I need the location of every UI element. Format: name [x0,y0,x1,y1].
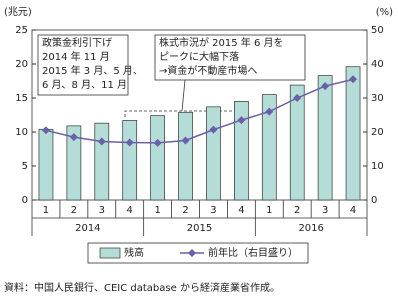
x-tick-label: 3 [99,205,105,216]
line-marker [293,94,302,102]
line-marker [349,75,358,84]
line-marker [265,107,274,116]
annotation-text: ピークに大幅下落 [159,50,239,63]
y2-tick-label: 20 [371,127,384,138]
line-marker [181,136,190,145]
line-marker [41,126,50,135]
legend-label: 前年比（右目盛り） [208,246,298,259]
legend-label: 残高 [124,246,144,259]
annotation-text: 政策金利引下げ [42,36,112,49]
bar [345,66,361,201]
y-tick-label: 25 [15,25,28,36]
bracket [124,110,241,117]
annotation-box [37,34,129,96]
y-tick-label: 15 [15,93,28,104]
x-group-label: 2015 [187,223,212,234]
annotation-text: →資金が不動産市場へ [159,64,257,77]
x-tick-label: 2 [294,205,300,216]
y-tick-label: 10 [15,127,28,138]
y2-tick-label: 10 [371,161,384,172]
line-marker [69,133,78,142]
line-marker [321,82,330,91]
y2-tick-label: 30 [371,93,384,104]
annotation-text: 6 月、8 月、11 月 [42,79,127,91]
x-tick-label: 1 [154,205,160,216]
x-tick-label: 2 [71,205,77,216]
x-tick-label: 3 [210,205,216,216]
annotation-text: 2014 年 11 月 [42,50,110,63]
x-tick-label: 4 [350,205,356,216]
bar [94,122,110,201]
line-marker [125,138,134,147]
bar [206,106,221,201]
x-tick-label: 2 [182,205,188,216]
y-tick-label: 0 [22,195,28,206]
source-note: 資料：中国人民銀行、CEIC database から経済産業省作成。 [4,281,280,294]
x-tick-label: 4 [127,205,133,216]
x-group-label: 2014 [75,223,100,234]
y2-tick-label: 0 [371,195,377,206]
line-marker [209,125,218,134]
bar [289,84,305,201]
x-group-label: 2016 [298,223,323,234]
line-marker [237,116,246,125]
annotation-text: 株式市況が 2015 年 6 月を [159,36,284,49]
line-marker [153,138,162,147]
y2-tick-label: 40 [371,59,384,70]
annotation-text: 2015 年 3 月、5 月、 [42,64,143,77]
line [45,78,354,144]
bar [38,128,54,201]
x-tick-label: 4 [238,205,244,216]
y-axis-label: (兆元) [4,6,32,18]
bar [234,101,249,201]
legend-swatch [188,249,196,257]
x-tick-label: 3 [322,205,328,216]
x-tick-label: 1 [266,205,272,216]
legend-swatch [99,247,121,259]
bar [150,115,165,201]
bar [122,120,138,201]
x-tick-label: 1 [43,205,49,216]
y2-tick-label: 50 [371,25,384,36]
bar [66,125,82,201]
bar [261,94,277,201]
bar [178,111,193,201]
annotation-box [154,34,306,81]
y2-axis-label: (%) [376,7,393,18]
callout-line [181,79,186,112]
line-marker [97,137,106,146]
bar [317,75,333,201]
y-tick-label: 5 [22,161,28,172]
y-tick-label: 20 [15,59,28,70]
